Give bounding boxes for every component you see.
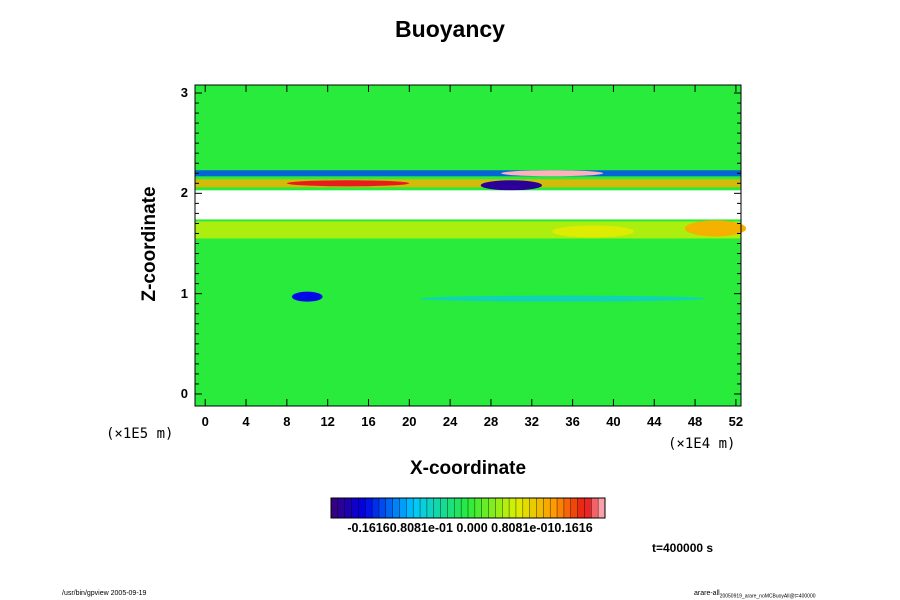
colorbar-cell-5 [365, 498, 373, 518]
colorbar-cell-31 [543, 498, 551, 518]
colorbar-cell-7 [378, 498, 387, 518]
colorbar-cell-8 [385, 498, 394, 518]
colorbar [330, 497, 606, 519]
x-tick-label-12: 12 [320, 414, 335, 429]
y-tick-label-0: 0 [180, 385, 188, 401]
field-blob-10 [419, 295, 706, 302]
x-tick-label-24: 24 [442, 414, 458, 429]
x-tick-label-20: 20 [402, 414, 417, 429]
x-axis-label: X-coordinate [409, 458, 527, 479]
colorbar-cell-9 [392, 498, 400, 518]
colorbar-labels: -0.16160.8081e-01 0.000 0.8081e-010.1616 [347, 521, 593, 535]
colorbar-cell-29 [529, 498, 537, 518]
colorbar-frame [330, 497, 606, 519]
colorbar-cell-20 [468, 498, 476, 518]
colorbar-cell-33 [557, 498, 565, 518]
colorbar-cell-16 [440, 498, 448, 518]
field-band-2 [195, 170, 741, 177]
colorbar-cell-22 [481, 498, 490, 518]
field-band-1 [195, 179, 741, 188]
colorbar-cell-1 [337, 498, 346, 518]
colorbar-cell-28 [522, 498, 531, 518]
colorbar-cell-10 [399, 498, 407, 518]
field-blob-6 [480, 180, 542, 191]
y-axis-label: Z-coordinate [139, 186, 160, 302]
x-tick-label-44: 44 [647, 414, 662, 429]
x-tick-label-52: 52 [728, 414, 744, 429]
colorbar-cell-23 [488, 498, 496, 518]
x-tick-label-36: 36 [565, 414, 580, 429]
colorbar-cell-6 [372, 498, 380, 518]
field-blob-7 [291, 291, 323, 302]
colorbar-cell-15 [433, 498, 442, 518]
y-tick-label-1: 1 [180, 285, 188, 301]
x-tick-label-28: 28 [483, 414, 499, 429]
colorbar-cell-34 [563, 498, 572, 518]
colorbar-cell-21 [474, 498, 483, 518]
y-tick-label-2: 2 [180, 185, 188, 201]
chart-title: Buoyancy [395, 16, 505, 42]
missing-data-gap [195, 190, 741, 220]
colorbar-cell-17 [447, 498, 455, 518]
y-tick-label-3: 3 [180, 85, 188, 101]
colorbar-cell-30 [536, 498, 544, 518]
x-tick-label-16: 16 [361, 414, 376, 429]
field-band-3 [195, 221, 741, 239]
x-tick-label-4: 4 [242, 414, 250, 429]
footer-right-main: arare-all [694, 590, 720, 597]
colorbar-cell-27 [515, 498, 524, 518]
colorbar-cell-2 [344, 498, 353, 518]
colorbar-cell-36 [577, 498, 585, 518]
field-blob-4 [286, 180, 410, 187]
x-tick-label-8: 8 [283, 414, 291, 429]
colorbar-cell-38 [591, 498, 599, 518]
colorbar-cell-12 [413, 498, 421, 518]
colorbar-cell-4 [358, 498, 366, 518]
footer-left: /usr/bin/gpview 2005-09-19 [62, 590, 147, 597]
x-tick-label-40: 40 [606, 414, 621, 429]
colorbar-cell-24 [495, 498, 503, 518]
colorbar-cell-32 [550, 498, 558, 518]
field-blob-5 [501, 170, 604, 177]
plot-frame [194, 84, 742, 407]
colorbar-cell-0 [331, 498, 339, 518]
x-unit-label: (×1E4 m) [668, 436, 736, 452]
colorbar-cell-19 [461, 498, 469, 518]
colorbar-cell-39 [598, 498, 606, 518]
x-tick-label-32: 32 [524, 414, 540, 429]
footer-right-sub: 20050919_arare_noMCBuoyAll@t=400000 [719, 593, 816, 600]
plot-background [195, 85, 741, 406]
colorbar-cell-14 [426, 498, 435, 518]
colorbar-cell-13 [420, 498, 428, 518]
colorbar-cell-37 [584, 498, 592, 518]
time-label: t=400000 s [652, 541, 714, 555]
colorbar-cell-35 [570, 498, 579, 518]
colorbar-cell-11 [406, 498, 414, 518]
x-tick-label-0: 0 [201, 414, 209, 429]
footer-right: arare-all20050919_arare_noMCBuoyAll@t=40… [694, 590, 816, 599]
colorbar-cell-25 [502, 498, 510, 518]
colorbar-cell-3 [351, 498, 359, 518]
x-tick-label-48: 48 [687, 414, 703, 429]
colorbar-cell-26 [509, 498, 517, 518]
field-blob-8 [684, 220, 747, 237]
field-layer [195, 170, 747, 302]
z-unit-label: (×1E5 m) [106, 426, 174, 442]
field-blob-9 [552, 225, 634, 238]
colorbar-cell-18 [454, 498, 462, 518]
axis-ticks [195, 85, 741, 406]
